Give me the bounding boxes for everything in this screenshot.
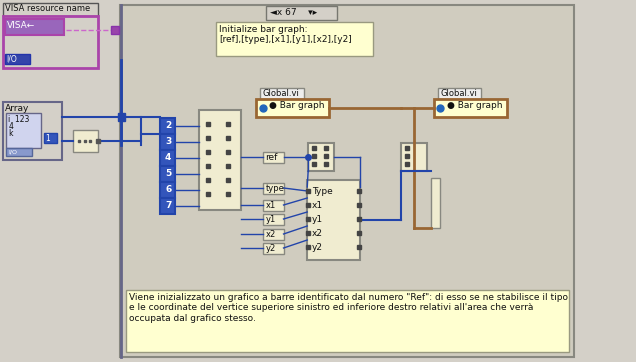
FancyBboxPatch shape — [3, 3, 99, 16]
FancyBboxPatch shape — [263, 229, 284, 240]
FancyBboxPatch shape — [3, 16, 99, 68]
Text: k: k — [8, 129, 13, 138]
Text: y2: y2 — [265, 244, 275, 253]
Text: ● Bar graph: ● Bar graph — [269, 101, 324, 110]
FancyBboxPatch shape — [199, 110, 240, 210]
Text: 6: 6 — [165, 185, 171, 194]
Text: Array: Array — [4, 104, 29, 113]
Text: Global.vi: Global.vi — [440, 89, 477, 98]
FancyBboxPatch shape — [126, 290, 569, 352]
Text: Type: Type — [312, 187, 333, 196]
FancyBboxPatch shape — [216, 22, 373, 56]
Text: Viene inizializzato un grafico a barre identificato dal numero "Ref": di esso se: Viene inizializzato un grafico a barre i… — [130, 293, 569, 323]
FancyBboxPatch shape — [431, 178, 440, 228]
Text: ● Bar graph: ● Bar graph — [446, 101, 502, 110]
Text: y2: y2 — [312, 243, 323, 252]
Text: 4: 4 — [165, 153, 171, 162]
FancyBboxPatch shape — [160, 166, 175, 182]
Text: x1: x1 — [312, 201, 323, 210]
Text: x2: x2 — [265, 230, 275, 239]
Text: x2: x2 — [312, 229, 323, 238]
FancyBboxPatch shape — [307, 180, 360, 260]
Text: ◄x 67    ▾▸: ◄x 67 ▾▸ — [270, 8, 317, 17]
Text: 3: 3 — [165, 137, 171, 146]
FancyBboxPatch shape — [4, 19, 64, 35]
FancyBboxPatch shape — [6, 148, 32, 156]
FancyBboxPatch shape — [266, 6, 337, 20]
Text: VISA resource name: VISA resource name — [4, 4, 90, 13]
FancyBboxPatch shape — [263, 183, 284, 194]
FancyBboxPatch shape — [6, 113, 41, 148]
FancyBboxPatch shape — [44, 133, 57, 143]
FancyBboxPatch shape — [73, 130, 99, 152]
FancyBboxPatch shape — [308, 143, 334, 171]
Text: ref: ref — [265, 153, 278, 162]
Text: type: type — [265, 184, 284, 193]
FancyBboxPatch shape — [263, 200, 284, 211]
FancyBboxPatch shape — [160, 198, 175, 214]
Text: 5: 5 — [165, 169, 171, 178]
Text: i  123: i 123 — [8, 115, 30, 124]
FancyBboxPatch shape — [263, 152, 284, 163]
FancyBboxPatch shape — [160, 134, 175, 150]
FancyBboxPatch shape — [263, 243, 284, 254]
FancyBboxPatch shape — [111, 26, 118, 34]
Text: Initialize bar graph:
[ref],[type],[x1],[y1],[x2],[y2]: Initialize bar graph: [ref],[type],[x1],… — [219, 25, 352, 45]
FancyBboxPatch shape — [3, 102, 62, 160]
FancyBboxPatch shape — [263, 214, 284, 225]
FancyBboxPatch shape — [401, 143, 427, 171]
Text: y1: y1 — [312, 215, 323, 224]
FancyBboxPatch shape — [160, 150, 175, 166]
FancyBboxPatch shape — [120, 5, 574, 357]
Text: 7: 7 — [165, 201, 171, 210]
FancyBboxPatch shape — [118, 113, 125, 121]
FancyBboxPatch shape — [4, 54, 30, 64]
Text: I/O: I/O — [8, 149, 17, 154]
Text: VISA←: VISA← — [7, 21, 36, 30]
Text: 4: 4 — [8, 122, 13, 131]
FancyBboxPatch shape — [260, 88, 303, 99]
Text: 2: 2 — [165, 121, 171, 130]
FancyBboxPatch shape — [160, 182, 175, 198]
FancyBboxPatch shape — [160, 118, 175, 134]
Text: x1: x1 — [265, 201, 275, 210]
Text: y1: y1 — [265, 215, 275, 224]
Text: Global.vi: Global.vi — [263, 89, 300, 98]
Text: I/O: I/O — [6, 55, 17, 64]
FancyBboxPatch shape — [438, 88, 481, 99]
FancyBboxPatch shape — [434, 99, 507, 117]
FancyBboxPatch shape — [256, 99, 329, 117]
Text: 1: 1 — [46, 134, 50, 143]
